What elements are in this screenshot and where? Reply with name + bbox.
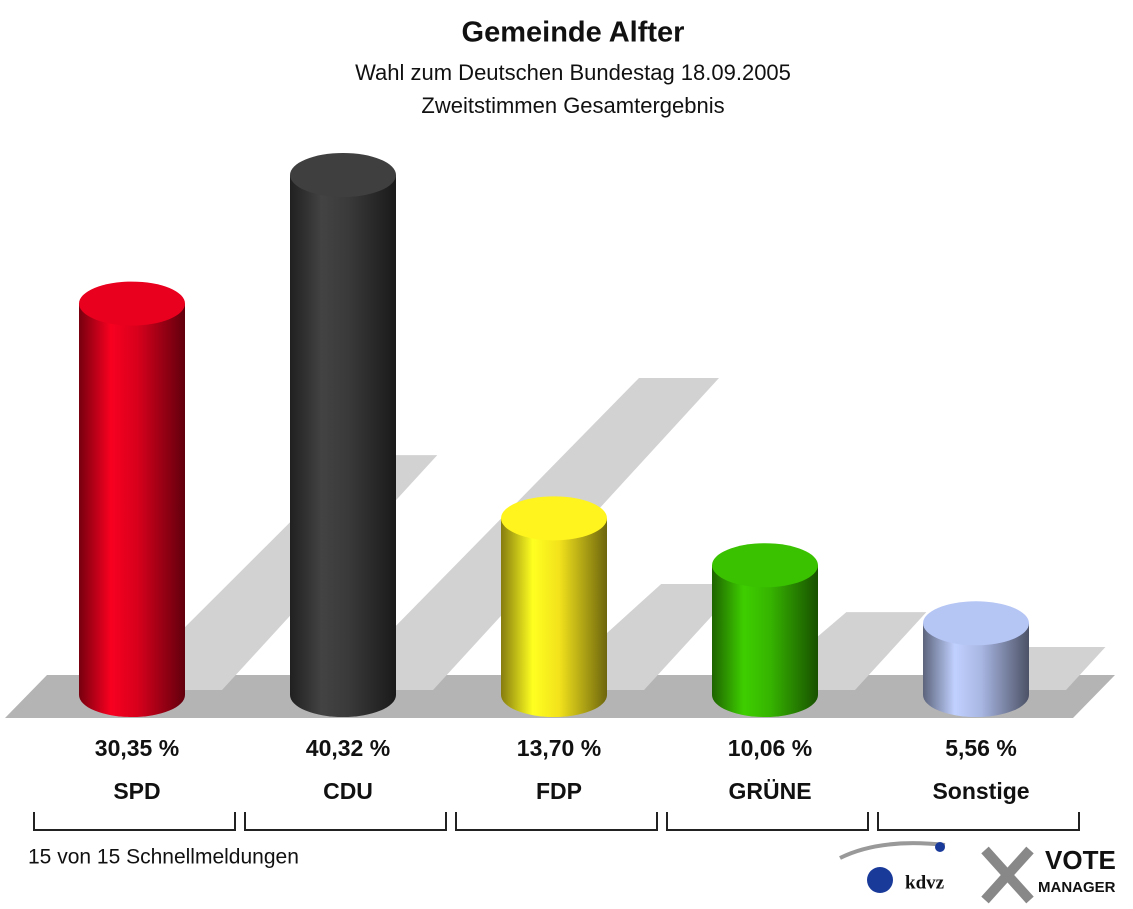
x-tick-label: CDU — [323, 778, 373, 804]
value-label: 30,35 % — [95, 735, 179, 761]
bar-top — [923, 601, 1029, 646]
value-label: 10,06 % — [728, 735, 812, 761]
x-tick-label: GRÜNE — [728, 778, 811, 804]
chart-subtitle: Wahl zum Deutschen Bundestag 18.09.2005 — [355, 60, 791, 85]
footnote: 15 von 15 Schnellmeldungen — [28, 846, 299, 869]
bar-top — [79, 281, 185, 326]
bracket — [33, 812, 236, 831]
bracket — [455, 812, 658, 831]
bar — [923, 623, 1029, 717]
x-tick-label: Sonstige — [932, 778, 1029, 804]
logo-ball — [935, 842, 945, 852]
bar — [501, 518, 607, 717]
logo-swoosh — [839, 841, 946, 860]
bar-top — [712, 543, 818, 588]
logo-cross — [981, 846, 1034, 904]
logo-ball — [867, 867, 893, 893]
bar — [290, 175, 396, 717]
logo: kdvz VOTE MANAGER — [839, 841, 1116, 904]
chart-subtitle: Zweitstimmen Gesamtergebnis — [421, 93, 724, 118]
x-tick-label: SPD — [113, 778, 160, 804]
value-label: 5,56 % — [945, 735, 1017, 761]
bracket — [877, 812, 1080, 831]
bracket — [666, 812, 869, 831]
logo-text: MANAGER — [1038, 879, 1116, 896]
chart-title: Gemeinde Alfter — [462, 17, 685, 49]
logo-text: kdvz — [905, 872, 945, 893]
x-tick-label: FDP — [536, 778, 582, 804]
bar-top — [501, 496, 607, 541]
bar — [79, 303, 185, 717]
value-label: 40,32 % — [306, 735, 390, 761]
bar — [712, 565, 818, 717]
bar-top — [290, 153, 396, 197]
value-label: 13,70 % — [517, 735, 601, 761]
logo-text: VOTE — [1045, 845, 1116, 875]
bracket — [244, 812, 447, 831]
